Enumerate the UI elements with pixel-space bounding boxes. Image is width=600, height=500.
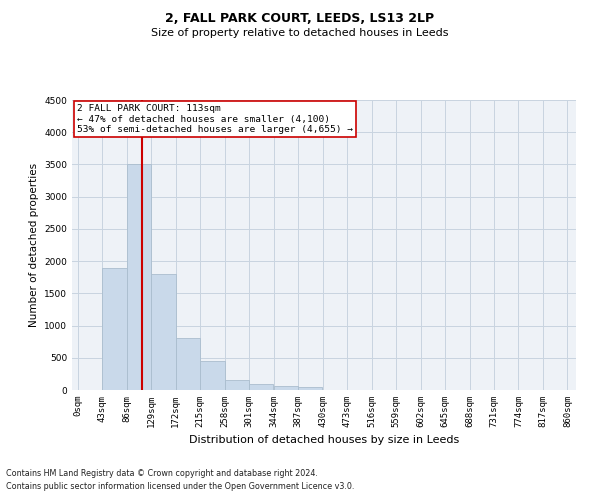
Bar bbox=[151, 274, 176, 390]
Bar bbox=[225, 380, 249, 390]
Text: 2, FALL PARK COURT, LEEDS, LS13 2LP: 2, FALL PARK COURT, LEEDS, LS13 2LP bbox=[166, 12, 434, 26]
X-axis label: Distribution of detached houses by size in Leeds: Distribution of detached houses by size … bbox=[189, 436, 459, 446]
Y-axis label: Number of detached properties: Number of detached properties bbox=[29, 163, 38, 327]
Bar bbox=[127, 164, 151, 390]
Text: Size of property relative to detached houses in Leeds: Size of property relative to detached ho… bbox=[151, 28, 449, 38]
Text: 2 FALL PARK COURT: 113sqm
← 47% of detached houses are smaller (4,100)
53% of se: 2 FALL PARK COURT: 113sqm ← 47% of detac… bbox=[77, 104, 353, 134]
Bar bbox=[274, 386, 298, 390]
Text: Contains HM Land Registry data © Crown copyright and database right 2024.: Contains HM Land Registry data © Crown c… bbox=[6, 468, 318, 477]
Bar bbox=[176, 338, 200, 390]
Bar bbox=[200, 361, 224, 390]
Bar bbox=[103, 268, 127, 390]
Bar bbox=[249, 384, 274, 390]
Bar bbox=[298, 387, 322, 390]
Text: Contains public sector information licensed under the Open Government Licence v3: Contains public sector information licen… bbox=[6, 482, 355, 491]
